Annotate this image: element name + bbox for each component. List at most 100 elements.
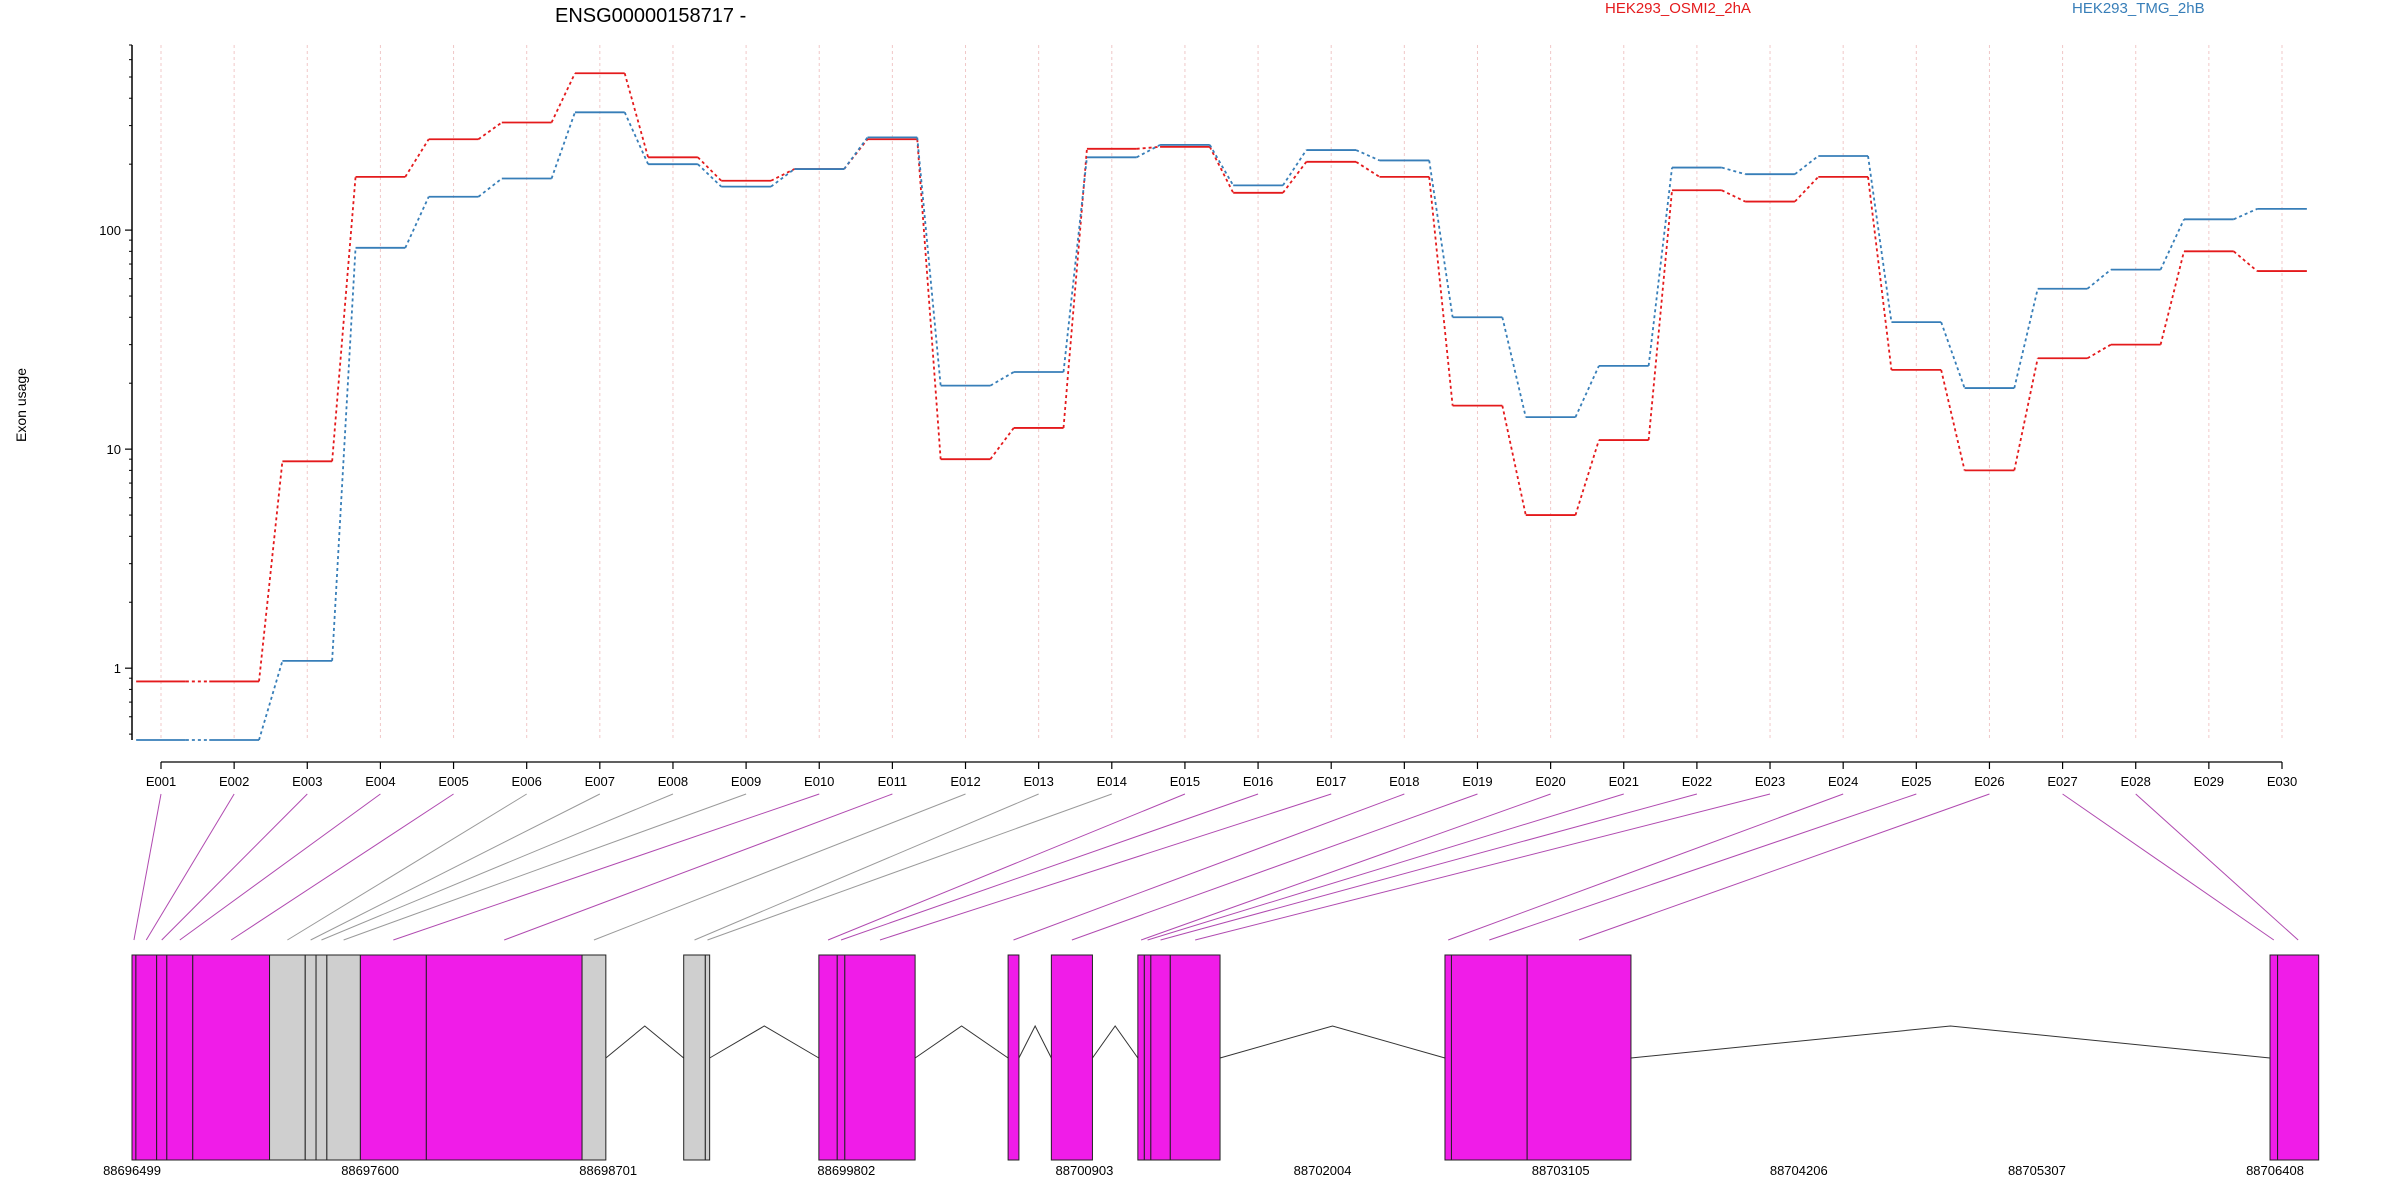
series-transition xyxy=(916,139,942,460)
intron-line xyxy=(605,1025,685,1059)
series-transition xyxy=(1867,155,1893,323)
series-transition xyxy=(1501,317,1527,418)
x-tick-label: E011 xyxy=(878,774,907,789)
series-transition xyxy=(2233,208,2258,221)
y-axis-label: Exon usage xyxy=(13,368,29,442)
y-tick-label: 10 xyxy=(107,442,121,457)
series-transition xyxy=(477,121,503,140)
x-tick-label: E012 xyxy=(950,774,980,789)
exon-connector-line xyxy=(707,793,1112,941)
exon-connector-line xyxy=(1071,793,1478,941)
exon-block xyxy=(269,954,306,1161)
exon-connector-line xyxy=(1448,793,1844,941)
intron-line xyxy=(1018,1024,1052,1059)
series-transition xyxy=(770,168,795,182)
x-tick-label: E017 xyxy=(1316,774,1346,789)
x-tick-label: E027 xyxy=(2047,774,2077,789)
x-tick-label: E024 xyxy=(1828,774,1858,789)
legend-entry-tmg: HEK293_TMG_2hB xyxy=(2072,0,2205,17)
genomic-coordinate-label: 88698701 xyxy=(579,1163,637,1178)
exon-block xyxy=(192,954,271,1161)
series-transition xyxy=(1062,148,1088,428)
x-tick-label: E010 xyxy=(804,774,834,789)
series-transition xyxy=(916,137,942,386)
x-tick-label: E029 xyxy=(2194,774,2224,789)
x-tick-label: E020 xyxy=(1535,774,1565,789)
series-transition xyxy=(1940,369,1966,471)
exon-connectors xyxy=(133,793,2299,941)
genomic-coordinate-label: 88706408 xyxy=(2246,1163,2304,1178)
exon-connector-line xyxy=(504,793,893,941)
series-transition xyxy=(623,111,649,165)
exon-block xyxy=(1050,954,1093,1161)
x-tick-label: E002 xyxy=(219,774,249,789)
exon-block xyxy=(135,954,158,1161)
series-transition xyxy=(1794,176,1819,203)
intron-line xyxy=(1092,1025,1139,1059)
x-tick-label: E023 xyxy=(1755,774,1785,789)
series-transition xyxy=(1721,189,1746,203)
exon-connector-line xyxy=(694,793,1039,941)
series-transition xyxy=(404,196,430,249)
exon-connector-line xyxy=(2135,793,2299,941)
series-transition xyxy=(770,168,795,188)
exon-block xyxy=(1526,954,1632,1161)
series-transition xyxy=(2013,358,2039,471)
x-tick-label: E022 xyxy=(1682,774,1712,789)
exon-block xyxy=(1137,954,1145,1161)
exon-connector-line xyxy=(179,793,381,941)
x-tick-label: E003 xyxy=(292,774,322,789)
series-transition xyxy=(1136,145,1161,150)
exon-block xyxy=(683,954,706,1161)
exon-connector-line xyxy=(1147,793,1624,941)
series-transition xyxy=(1574,365,1600,418)
series-1 xyxy=(136,72,2307,683)
chart-title: ENSG00000158717 - xyxy=(555,5,746,27)
x-tick-label: E018 xyxy=(1389,774,1419,789)
gene-model: 88696499 88697600 88698701 88699802 88700903… xyxy=(103,954,2320,1178)
x-tick-label: E026 xyxy=(1974,774,2004,789)
exon-connector-line xyxy=(343,793,747,941)
exon-block xyxy=(844,954,916,1161)
series-transition xyxy=(1647,167,1673,366)
exon-block xyxy=(1444,954,1452,1161)
intron-line xyxy=(914,1025,1009,1059)
genomic-coordinate-label: 88696499 xyxy=(103,1163,161,1178)
exon-connector-line xyxy=(393,793,820,941)
x-tick-label: E004 xyxy=(365,774,395,789)
series-transition xyxy=(989,371,1015,387)
series-transition xyxy=(404,138,430,178)
series-transition xyxy=(2087,343,2112,360)
exon-block xyxy=(581,954,607,1161)
exon-connector-line xyxy=(161,793,308,941)
genomic-coordinate-label: 88703105 xyxy=(1532,1163,1590,1178)
series-transition xyxy=(1647,190,1673,441)
x-tick-label: E025 xyxy=(1901,774,1931,789)
series-transition xyxy=(697,163,722,188)
exon-connector-line xyxy=(1140,793,1551,941)
exon-connector-line xyxy=(321,793,674,941)
x-tick-label: E007 xyxy=(585,774,615,789)
intron-line xyxy=(709,1025,820,1059)
intron-line xyxy=(1630,1025,2271,1059)
series-transition xyxy=(1867,176,1893,371)
exon-block xyxy=(836,954,846,1161)
exon-connector-line xyxy=(2062,793,2275,941)
series-transition xyxy=(623,73,649,158)
series-transition xyxy=(550,72,576,123)
genomic-coordinate-label: 88700903 xyxy=(1056,1163,1114,1178)
x-tick-label: E013 xyxy=(1023,774,1053,789)
exon-block xyxy=(1150,954,1171,1161)
intron-line xyxy=(1219,1025,1446,1059)
exon-connector-line xyxy=(1489,793,1917,941)
series-transition xyxy=(1208,146,1235,194)
exon-block xyxy=(304,954,317,1161)
series-transition xyxy=(1501,405,1527,516)
series-transition xyxy=(2233,250,2258,272)
axes: 1 10 100 E001 E002 E003 E004 E005 E006 E007 E008 E0… xyxy=(99,44,2297,789)
series-transition xyxy=(1721,166,1746,176)
y-tick-label: 1 xyxy=(114,661,121,676)
y-tick-label: 100 xyxy=(99,223,121,238)
exon-block xyxy=(1450,954,1528,1161)
series-transition xyxy=(1062,157,1088,373)
